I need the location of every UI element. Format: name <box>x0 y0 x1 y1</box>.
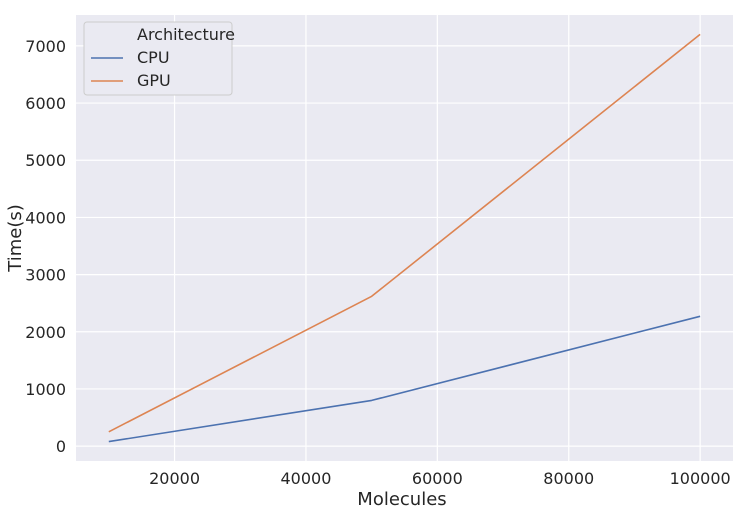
x-tick-label: 60000 <box>412 469 463 488</box>
legend-box <box>83 21 233 96</box>
x-tick-label: 40000 <box>280 469 331 488</box>
series-line-cpu <box>108 315 701 443</box>
y-tick-label: 1000 <box>25 380 66 399</box>
y-tick-label: 5000 <box>25 151 66 170</box>
x-tick-label: 80000 <box>543 469 594 488</box>
y-axis-label: Time(s) <box>5 204 26 272</box>
x-axis-ticks: 20000 40000 60000 80000 100000 <box>149 469 731 488</box>
series-line-gpu <box>108 33 701 433</box>
series-layer <box>108 33 701 443</box>
x-axis-label: Molecules <box>357 489 446 510</box>
legend-entry-cpu: CPU <box>137 48 170 67</box>
y-tick-label: 4000 <box>25 208 66 227</box>
grid-lines <box>76 15 733 461</box>
legend-title: Architecture <box>137 25 235 44</box>
y-tick-label: 7000 <box>25 37 66 56</box>
x-tick-label: 100000 <box>670 469 731 488</box>
y-tick-label: 0 <box>56 437 66 456</box>
legend: Architecture CPU GPU <box>83 21 235 96</box>
y-tick-label: 6000 <box>25 94 66 113</box>
x-tick-label: 20000 <box>149 469 200 488</box>
y-tick-label: 2000 <box>25 323 66 342</box>
legend-entry-gpu: GPU <box>137 71 171 90</box>
y-axis-ticks: 0 1000 2000 3000 4000 5000 6000 7000 <box>25 37 66 456</box>
y-tick-label: 3000 <box>25 266 66 285</box>
